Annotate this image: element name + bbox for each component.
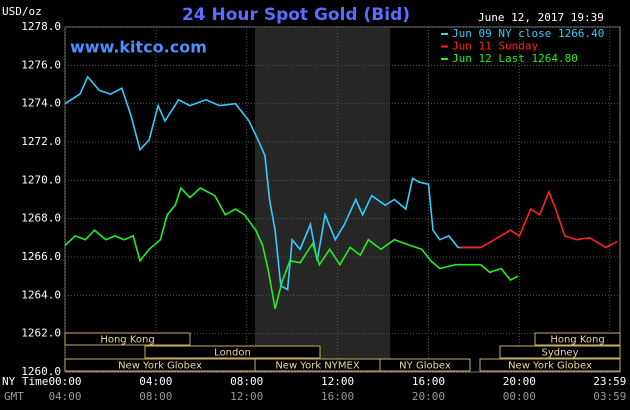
session-box <box>379 358 471 372</box>
x-tick-label: 04:00 <box>139 375 172 388</box>
x-tick-label: 12:00 <box>321 375 354 388</box>
session-box <box>144 345 321 359</box>
subtitle: www.kitco.com <box>70 38 207 57</box>
y-tick-label: 1260.0 <box>21 365 61 378</box>
legend-label: Jun 09 NY close 1266.40 <box>452 27 604 40</box>
y-tick-label: 1278.0 <box>21 20 61 33</box>
session-label: New York Globex <box>118 361 202 372</box>
chart-title: 24 Hour Spot Gold (Bid) <box>182 5 410 25</box>
y-tick-label: 1272.0 <box>21 135 61 148</box>
session-box <box>534 332 621 346</box>
session-label: New York Globex <box>508 361 592 372</box>
x-tick-label: 16:00 <box>412 375 445 388</box>
session-box <box>64 332 191 346</box>
series-line <box>64 75 481 291</box>
y-tick-label: 1270.0 <box>21 173 61 186</box>
x2-tick-label: 04:00 <box>48 390 81 403</box>
session-label: Hong Kong <box>100 335 154 346</box>
y-tick-label: 1276.0 <box>21 58 61 71</box>
session-label: New York NYMEX <box>275 361 360 372</box>
trading-shade <box>255 28 390 371</box>
session-label: Hong Kong <box>550 335 604 346</box>
session-label: Sydney <box>541 348 578 359</box>
series-line <box>460 189 618 249</box>
session-label: NY Globex <box>399 361 451 372</box>
x-tick-label: 23:59 <box>593 375 626 388</box>
session-box <box>499 345 621 359</box>
series-line <box>64 186 519 309</box>
x-tick-label: 00:00 <box>48 375 81 388</box>
y-tick-label: 1266.0 <box>21 250 61 263</box>
legend-label: Jun 12 Last 1264.80 <box>452 52 578 65</box>
timestamp: June 12, 2017 19:39 <box>478 11 604 24</box>
x2-axis-label: GMT <box>4 390 24 403</box>
session-box <box>479 358 621 372</box>
x2-tick-label: 20:00 <box>412 390 445 403</box>
x2-tick-label: 12:00 <box>230 390 263 403</box>
x2-tick-label: 08:00 <box>139 390 172 403</box>
x-tick-label: 20:00 <box>503 375 536 388</box>
y-tick-label: 1264.0 <box>21 288 61 301</box>
legend-label: Jun 11 Sunday <box>452 40 538 53</box>
x2-tick-label: 03:59 <box>593 390 626 403</box>
y-tick-label: 1274.0 <box>21 97 61 110</box>
x-tick-label: 08:00 <box>230 375 263 388</box>
x2-tick-label: 16:00 <box>321 390 354 403</box>
y-tick-label: 1268.0 <box>21 212 61 225</box>
y-axis-label: USD/oz <box>2 5 42 18</box>
session-label: London <box>214 348 251 359</box>
x2-tick-label: 00:00 <box>503 390 536 403</box>
x-axis-label: NY Time <box>2 375 48 388</box>
y-tick-label: 1262.0 <box>21 327 61 340</box>
